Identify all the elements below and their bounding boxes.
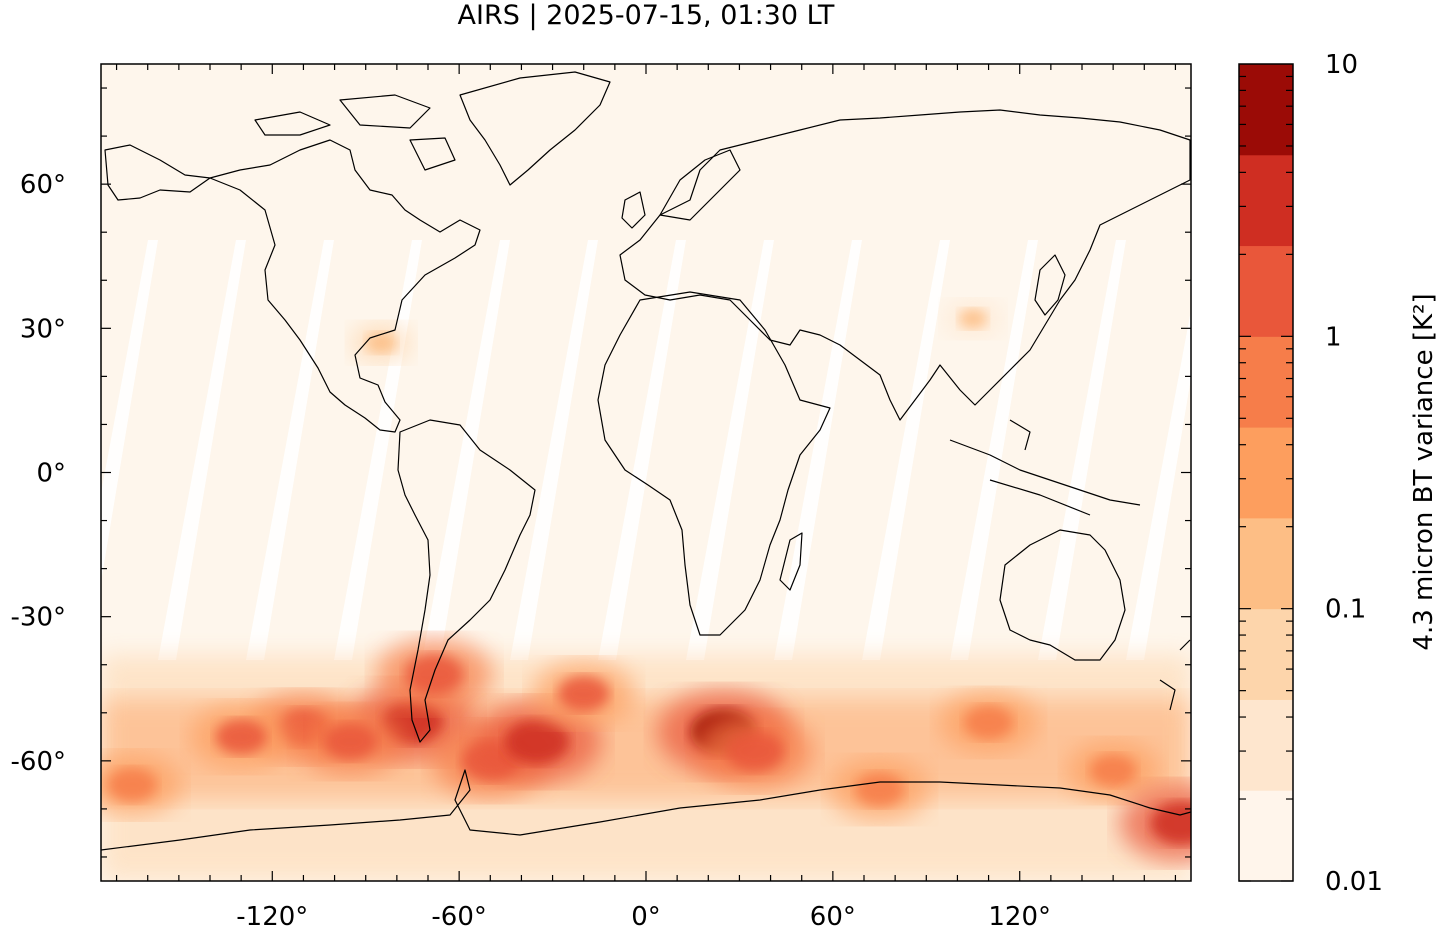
variance-hotspot [107, 768, 157, 802]
coast-japan [1034, 254, 1066, 316]
colorbar-tick-label: 0.1 [1325, 595, 1366, 625]
colorbar-tick-label: 0.01 [1325, 867, 1383, 897]
y-tick-label: -60° [11, 747, 66, 777]
variance-hotspot [405, 654, 464, 695]
coast-north-america [209, 139, 481, 433]
orbit-gap [246, 240, 334, 660]
x-tick-label: 0° [631, 902, 661, 930]
coast-greenland [459, 71, 611, 186]
variance-hotspot [558, 675, 610, 712]
coast-antarctica [101, 769, 1191, 851]
orbit-gap [1038, 240, 1126, 660]
coast-eurasia [619, 109, 1191, 421]
colorbar-block [1239, 699, 1293, 791]
variance-hotspot [726, 731, 784, 772]
orbit-gap [862, 240, 950, 660]
coastlines [101, 71, 1191, 851]
colorbar-block [1239, 154, 1293, 247]
colorbar-tick-label: 10 [1325, 50, 1358, 80]
variance-hotspot [323, 723, 377, 760]
coast-arctic-islands [254, 94, 456, 171]
variance-hotspot [1090, 754, 1137, 787]
orbit-gap [510, 240, 598, 660]
orbit-gap [950, 240, 1038, 660]
colorbar-block [1239, 790, 1293, 882]
coast-alaska [104, 144, 211, 201]
colorbar-block [1239, 517, 1293, 610]
x-tick-label: 60° [810, 902, 856, 930]
variance-hotspot [964, 705, 1014, 740]
colorbar-blocks [1239, 64, 1293, 882]
orbit-gap [686, 240, 774, 660]
colorbar-tick-labels: 10 1 0.1 0.01 [1325, 50, 1383, 897]
colorbar-block [1239, 608, 1293, 700]
colorbar-frame [1238, 63, 1294, 882]
variance-field [101, 300, 1191, 881]
coast-australia [999, 529, 1126, 661]
variance-hotspot [504, 719, 570, 764]
y-axis-labels: 60° 30° 0° -30° -60° [11, 170, 66, 777]
coast-british-isles [621, 191, 646, 229]
orbit-gap [598, 240, 686, 660]
coast-africa [597, 291, 831, 636]
y-tick-label: -30° [11, 603, 66, 633]
coast-madagascar [779, 532, 803, 591]
map-title: AIRS | 2025-07-15, 01:30 LT [458, 0, 835, 31]
x-tick-label: -120° [236, 902, 308, 930]
colorbar-block [1239, 427, 1293, 519]
colorbar-tick-label: 1 [1325, 322, 1342, 352]
variance-hotspot [365, 332, 397, 354]
orbit-gap [422, 240, 510, 660]
variance-hotspot [215, 719, 267, 755]
y-tick-label: 0° [36, 459, 66, 489]
orbit-gap [101, 240, 158, 582]
coast-scandinavia [659, 149, 741, 221]
orbit-gap [158, 240, 246, 660]
map-ticks [101, 64, 1191, 881]
coast-south-america [397, 419, 536, 743]
orbit-gap-stripes [101, 240, 1191, 660]
x-tick-label: 120° [988, 902, 1051, 930]
coast-new-zealand [1159, 639, 1191, 711]
colorbar-ticks [1239, 75, 1293, 882]
colorbar-block [1239, 245, 1293, 337]
variance-hotspot [855, 772, 905, 807]
colorbar-block [1239, 64, 1293, 156]
y-tick-label: 60° [20, 170, 66, 200]
variance-hotspot [958, 308, 988, 329]
colorbar-block [1239, 336, 1293, 428]
colorbar-label: 4.3 micron BT variance [K²] [1409, 293, 1439, 650]
orbit-gap [1126, 310, 1191, 660]
colorbar: 10 1 0.1 0.01 4.3 micron BT variance [K²] [1238, 50, 1439, 897]
x-axis-labels: -120° -60° 0° 60° 120° [236, 902, 1051, 932]
map-panel: -120° -60° 0° 60° 120° 60° 30° 0° -30° -60° [11, 63, 1192, 932]
y-tick-label: 30° [20, 314, 66, 344]
coast-indonesia [949, 419, 1141, 516]
x-tick-label: -60° [431, 902, 486, 930]
variance-hotspot [1150, 802, 1191, 845]
